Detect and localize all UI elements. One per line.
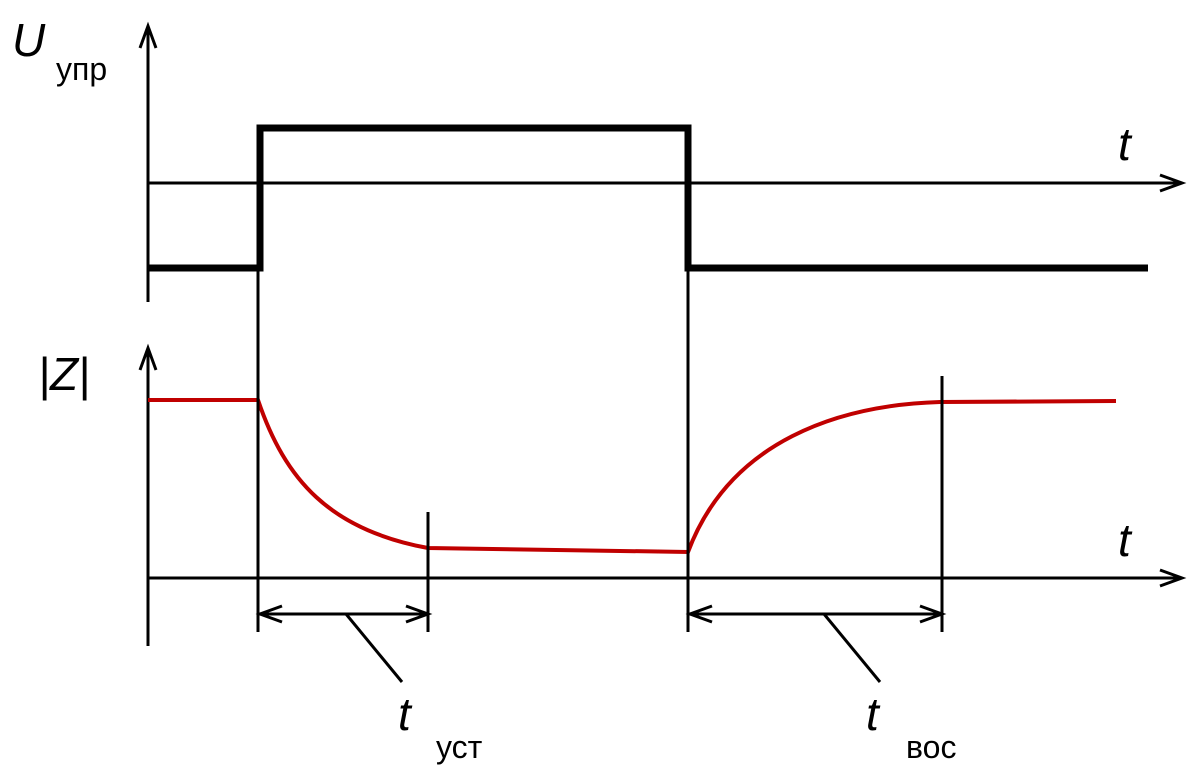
settle-leader-line (344, 613, 404, 683)
bottom-x-axis-arrow-icon (1159, 568, 1187, 588)
recover-arrow-left-icon (685, 604, 713, 624)
bottom-y-label: |Z| (38, 348, 90, 400)
top-y-axis-arrow-icon (138, 21, 158, 49)
settle-arrow-right-icon (405, 604, 433, 624)
control-voltage-waveform (148, 124, 1148, 272)
time-markers (256, 190, 944, 632)
impedance-curve (148, 398, 1117, 555)
settle-arrow-left-icon (255, 604, 283, 624)
bottom-plot: |Z| t (38, 343, 1187, 646)
bottom-y-axis-arrow-icon (138, 343, 158, 371)
recover-interval: t вос (685, 604, 956, 765)
top-plot: U упр t (12, 14, 1187, 302)
top-y-label-sub: упр (56, 51, 107, 87)
recover-arrow-right-icon (919, 604, 947, 624)
settle-label-main: t (398, 688, 413, 740)
recover-leader-line (822, 613, 882, 683)
bottom-x-label: t (1118, 514, 1133, 566)
recover-label-main: t (866, 688, 881, 740)
settle-interval: t уст (255, 604, 483, 765)
recover-label-sub: вос (906, 729, 956, 765)
settle-label-sub: уст (436, 729, 483, 765)
top-x-axis-arrow-icon (1159, 173, 1187, 193)
top-x-label: t (1118, 118, 1133, 170)
top-y-label-main: U (12, 14, 46, 66)
